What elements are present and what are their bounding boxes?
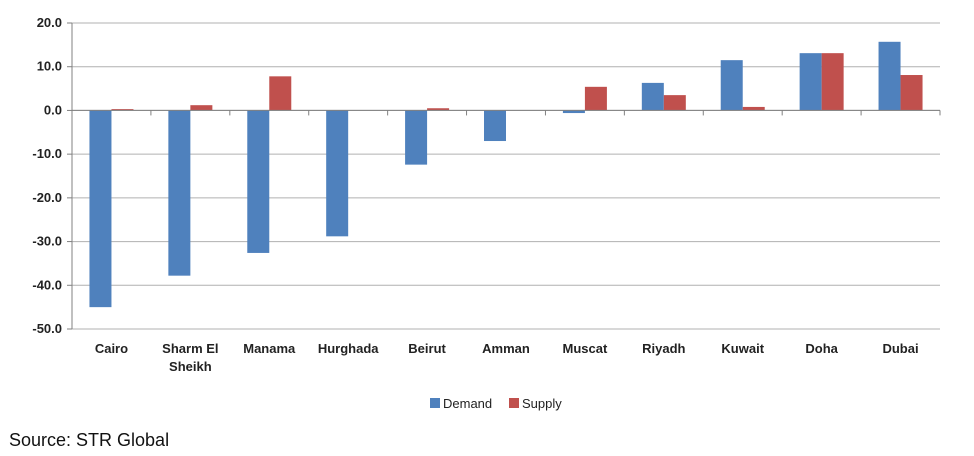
bars <box>89 41 923 308</box>
bar-demand <box>720 60 743 111</box>
bar-supply <box>269 76 292 111</box>
bar-demand <box>405 110 428 165</box>
bar-supply <box>190 105 213 111</box>
bar-supply <box>900 75 923 111</box>
category-label: Amman <box>482 341 530 356</box>
legend-swatch-supply <box>509 398 519 408</box>
bar-supply <box>111 109 134 111</box>
bar-supply <box>742 106 765 111</box>
y-tick-label: -40.0 <box>32 277 62 292</box>
bar-supply <box>427 108 450 111</box>
y-tick-label: 10.0 <box>37 59 62 74</box>
bar-demand <box>878 41 901 111</box>
category-label: Sheikh <box>169 359 212 374</box>
category-label: Muscat <box>563 341 608 356</box>
bar-demand <box>641 82 664 111</box>
y-tick-label: -20.0 <box>32 190 62 205</box>
bar-supply <box>584 86 607 111</box>
legend-swatch-demand <box>430 398 440 408</box>
axes <box>71 23 941 329</box>
legend-label-supply: Supply <box>522 396 562 411</box>
bar-demand <box>562 110 585 114</box>
bar-supply <box>821 53 844 111</box>
bar-demand <box>799 53 822 111</box>
category-label: Kuwait <box>721 341 764 356</box>
bar-supply <box>663 95 686 111</box>
category-label: Sharm El <box>162 341 218 356</box>
source-note: Source: STR Global <box>9 430 170 450</box>
legend: Demand Supply <box>430 396 562 411</box>
bar-demand <box>326 110 349 237</box>
category-label: Riyadh <box>642 341 685 356</box>
bar-demand <box>89 110 112 308</box>
y-tick-label: -10.0 <box>32 146 62 161</box>
y-tick-label: 20.0 <box>37 15 62 30</box>
category-label: Cairo <box>95 341 128 356</box>
category-label: Doha <box>805 341 838 356</box>
x-axis-category-labels: Cairo Sharm El Sheikh Manama Hurghada Beirut A… <box>95 341 919 374</box>
bar-demand <box>484 110 506 142</box>
category-label: Beirut <box>408 341 446 356</box>
category-label: Dubai <box>882 341 918 356</box>
bar-demand <box>168 110 191 276</box>
legend-label-demand: Demand <box>443 396 492 411</box>
category-label: Hurghada <box>318 341 379 356</box>
y-tick-label: -50.0 <box>32 321 62 336</box>
y-tick-label: 0.0 <box>44 102 62 117</box>
y-axis-tick-labels: -50.0 -40.0 -30.0 -20.0 -10.0 0.0 10.0 20.0 <box>32 15 62 336</box>
category-label: Manama <box>243 341 296 356</box>
bar-demand <box>247 110 270 253</box>
y-tick-label: -30.0 <box>32 234 62 249</box>
